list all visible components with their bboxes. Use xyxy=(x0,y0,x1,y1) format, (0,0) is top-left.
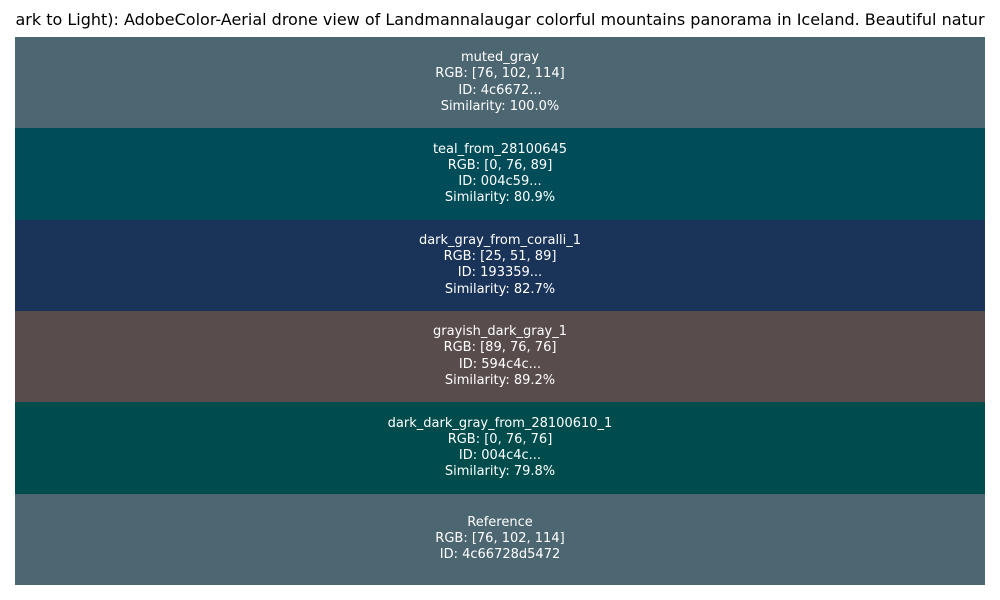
swatch-label: teal_from_28100645 xyxy=(432,141,568,157)
swatch-similarity: Similarity: 80.9% xyxy=(444,190,556,206)
swatch-teal: teal_from_28100645 RGB: [0, 76, 89] ID: … xyxy=(15,128,985,220)
swatch-label: dark_dark_gray_from_28100610_1 xyxy=(387,415,613,431)
swatch-similarity: Similarity: 79.8% xyxy=(444,464,556,480)
swatch-rgb: RGB: [76, 102, 114] xyxy=(435,66,565,82)
swatch-id: ID: 4c6672... xyxy=(458,82,542,98)
swatch-reference: Reference RGB: [76, 102, 114] ID: 4c6672… xyxy=(15,493,985,585)
swatch-rgb: RGB: [76, 102, 114] xyxy=(435,531,565,547)
swatch-id: ID: 4c66728d5472 xyxy=(439,547,561,563)
swatch-rgb: RGB: [89, 76, 76] xyxy=(443,340,557,356)
swatch-rgb: RGB: [0, 76, 76] xyxy=(447,431,553,447)
swatch-muted-gray: muted_gray RGB: [76, 102, 114] ID: 4c667… xyxy=(15,37,985,129)
chart-title: ark to Light): AdobeColor-Aerial drone v… xyxy=(15,10,985,29)
swatch-stack: muted_gray RGB: [76, 102, 114] ID: 4c667… xyxy=(15,37,985,585)
swatch-rgb: RGB: [0, 76, 89] xyxy=(447,157,553,173)
swatch-id: ID: 193359... xyxy=(457,265,543,281)
swatch-grayish-dark-gray: grayish_dark_gray_1 RGB: [89, 76, 76] ID… xyxy=(15,311,985,403)
swatch-dark-dark-gray: dark_dark_gray_from_28100610_1 RGB: [0, … xyxy=(15,402,985,494)
swatch-rgb: RGB: [25, 51, 89] xyxy=(443,249,557,265)
swatch-label: Reference xyxy=(467,515,533,531)
swatch-label: muted_gray xyxy=(460,50,539,66)
swatch-similarity: Similarity: 100.0% xyxy=(440,98,560,114)
swatch-label: dark_gray_from_coralli_1 xyxy=(418,232,582,248)
swatch-label: grayish_dark_gray_1 xyxy=(433,324,567,340)
swatch-similarity: Similarity: 89.2% xyxy=(444,372,556,388)
swatch-dark-gray-coralli: dark_gray_from_coralli_1 RGB: [25, 51, 8… xyxy=(15,219,985,311)
swatch-similarity: Similarity: 82.7% xyxy=(444,281,556,297)
swatch-id: ID: 004c59... xyxy=(458,173,542,189)
swatch-id: ID: 004c4c... xyxy=(458,447,542,463)
swatch-id: ID: 594c4c... xyxy=(458,356,542,372)
